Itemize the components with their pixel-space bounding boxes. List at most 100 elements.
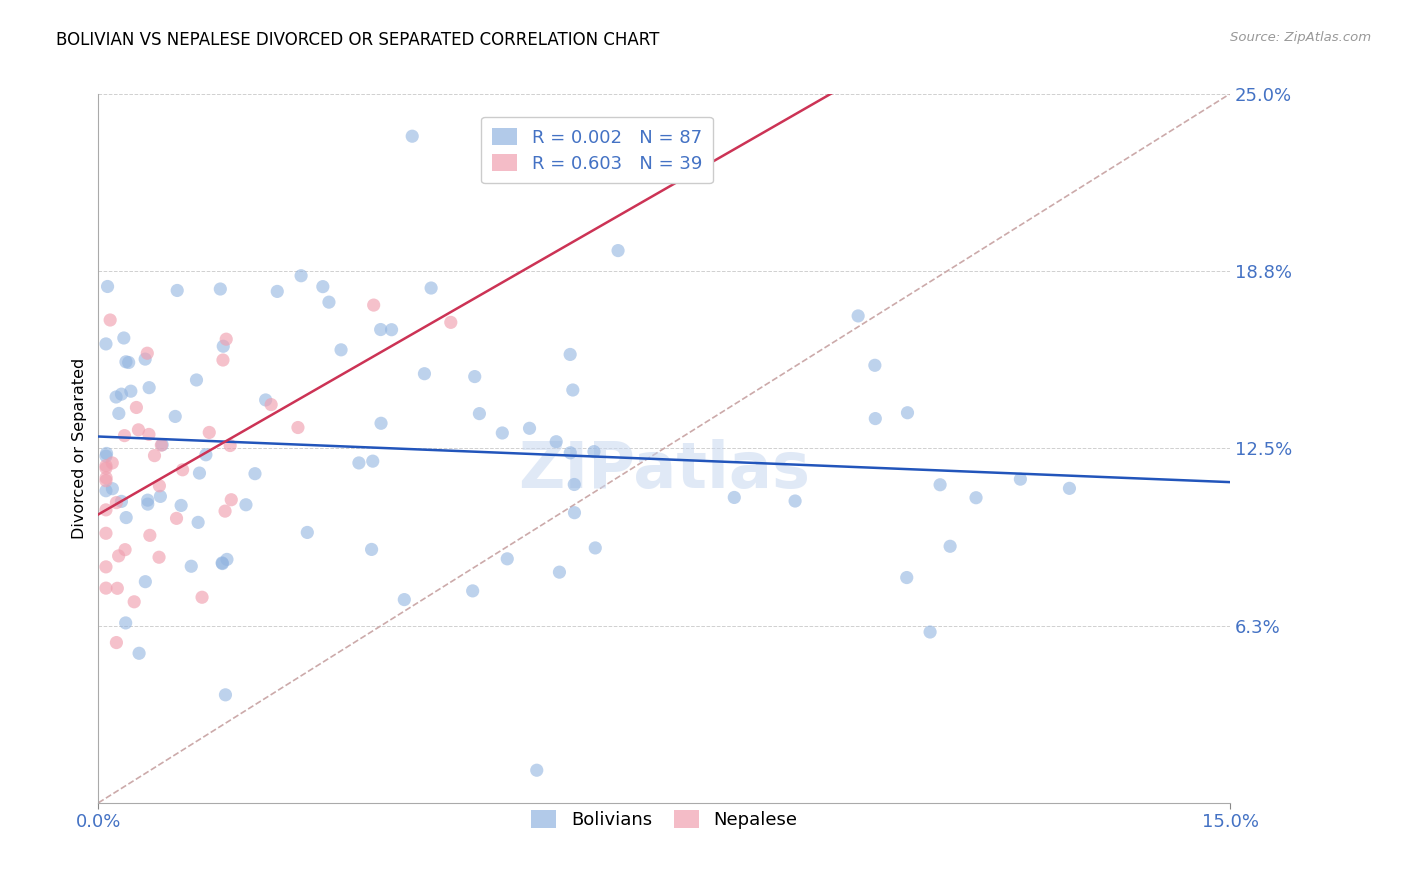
Point: [211, 556, 233, 570]
Point: [394, 592, 416, 607]
Text: ZIPatlas: ZIPatlas: [519, 439, 810, 500]
Point: [94, 503, 117, 517]
Point: [561, 383, 583, 397]
Point: [125, 401, 148, 415]
Point: [287, 420, 309, 434]
Point: [330, 343, 353, 357]
Text: Source: ZipAtlas.com: Source: ZipAtlas.com: [1230, 31, 1371, 45]
Point: [105, 582, 128, 596]
Point: [219, 438, 242, 452]
Point: [243, 467, 266, 481]
Point: [98, 313, 121, 327]
Point: [180, 559, 202, 574]
Point: [94, 449, 117, 463]
Point: [136, 497, 159, 511]
Point: [965, 491, 987, 505]
Point: [191, 591, 214, 605]
Point: [361, 454, 384, 468]
Point: [172, 463, 194, 477]
Point: [929, 477, 952, 491]
Point: [347, 456, 370, 470]
Point: [546, 434, 568, 449]
Point: [198, 425, 221, 440]
Legend: Bolivians, Nepalese: Bolivians, Nepalese: [520, 799, 808, 840]
Point: [114, 428, 136, 442]
Point: [564, 506, 586, 520]
Point: [166, 511, 188, 525]
Point: [215, 552, 238, 566]
Point: [548, 565, 571, 579]
Point: [105, 635, 128, 649]
Point: [219, 492, 242, 507]
Point: [785, 494, 807, 508]
Point: [420, 281, 443, 295]
Point: [127, 423, 149, 437]
Point: [1010, 472, 1032, 486]
Point: [582, 444, 605, 458]
Point: [138, 381, 160, 395]
Point: [188, 466, 211, 480]
Point: [105, 495, 128, 509]
Point: [115, 355, 138, 369]
Point: [464, 369, 486, 384]
Point: [134, 574, 156, 589]
Point: [370, 417, 392, 431]
Point: [920, 625, 942, 640]
Point: [562, 477, 585, 491]
Text: BOLIVIAN VS NEPALESE DIVORCED OR SEPARATED CORRELATION CHART: BOLIVIAN VS NEPALESE DIVORCED OR SEPARAT…: [56, 31, 659, 49]
Point: [194, 448, 217, 462]
Point: [209, 282, 232, 296]
Point: [94, 581, 117, 595]
Point: [413, 367, 436, 381]
Point: [607, 244, 630, 258]
Point: [166, 284, 188, 298]
Point: [519, 421, 541, 435]
Point: [94, 337, 117, 351]
Point: [94, 559, 117, 574]
Point: [110, 387, 132, 401]
Point: [266, 285, 288, 299]
Point: [939, 539, 962, 553]
Point: [583, 541, 606, 555]
Point: [461, 583, 484, 598]
Point: [254, 392, 277, 407]
Point: [526, 763, 548, 777]
Point: [101, 456, 124, 470]
Point: [496, 551, 519, 566]
Point: [96, 279, 118, 293]
Point: [560, 347, 582, 361]
Point: [149, 490, 172, 504]
Point: [896, 570, 918, 584]
Point: [94, 471, 117, 485]
Point: [491, 425, 513, 440]
Point: [170, 499, 193, 513]
Point: [214, 688, 236, 702]
Point: [186, 373, 208, 387]
Point: [94, 474, 117, 488]
Point: [440, 315, 463, 329]
Point: [105, 390, 128, 404]
Point: [260, 398, 283, 412]
Point: [107, 549, 129, 563]
Point: [360, 542, 382, 557]
Point: [215, 332, 238, 346]
Point: [112, 331, 135, 345]
Point: [297, 525, 319, 540]
Point: [150, 438, 173, 452]
Point: [143, 449, 166, 463]
Point: [1059, 481, 1081, 495]
Point: [370, 322, 392, 336]
Point: [120, 384, 142, 399]
Point: [896, 406, 918, 420]
Point: [363, 298, 385, 312]
Point: [114, 615, 136, 630]
Point: [290, 268, 312, 283]
Y-axis label: Divorced or Separated: Divorced or Separated: [72, 358, 87, 539]
Point: [94, 458, 117, 473]
Point: [560, 446, 582, 460]
Point: [94, 526, 117, 541]
Point: [148, 550, 170, 565]
Point: [101, 482, 124, 496]
Point: [723, 491, 745, 505]
Point: [211, 557, 233, 571]
